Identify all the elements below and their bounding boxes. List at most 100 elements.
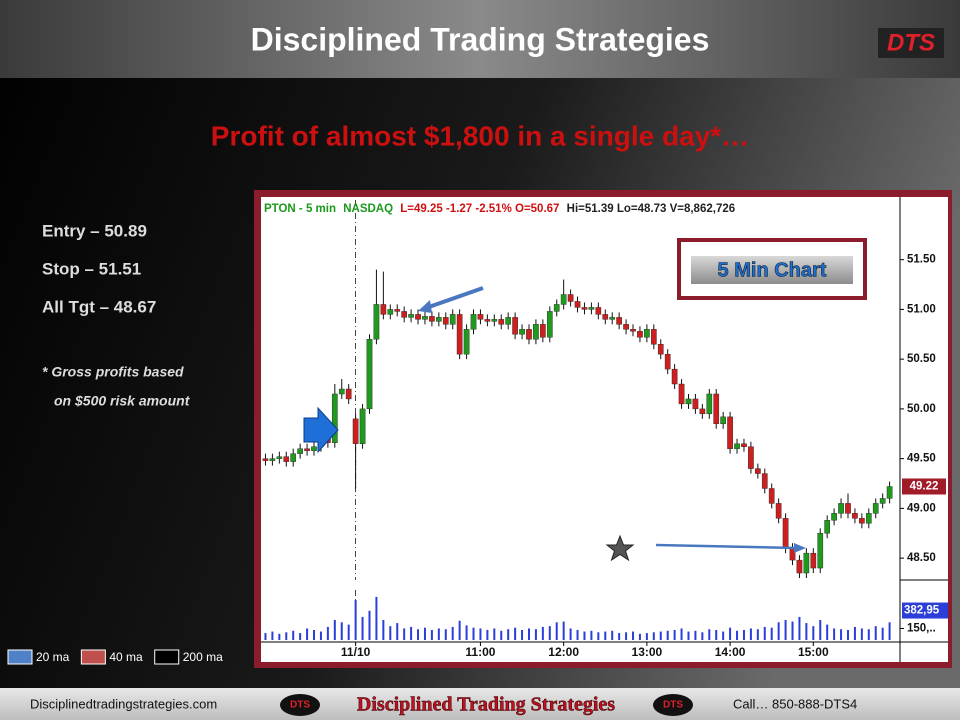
star [605, 534, 635, 562]
candle-body [477, 314, 484, 320]
volume-bar [812, 626, 815, 640]
candle-body [505, 317, 512, 325]
volume-bar [437, 628, 440, 640]
volume-bar [472, 627, 475, 640]
candle-body [845, 503, 851, 514]
volume-bar [625, 632, 628, 640]
volume-bar [548, 626, 551, 640]
volume-bar [860, 628, 863, 640]
chart-label-text: 5 Min Chart [718, 259, 827, 281]
volume-bar [694, 630, 697, 640]
volume-bar [354, 600, 357, 640]
volume-bar [527, 628, 530, 640]
last-volume-tag [902, 602, 948, 619]
candle-body [456, 314, 463, 355]
volume-bar [271, 631, 274, 640]
footer-logo-text: DTS [290, 700, 310, 711]
footer-band [0, 688, 960, 720]
volume-bar [736, 630, 739, 640]
volume-bar [666, 630, 669, 640]
candle-body [366, 339, 373, 410]
candle-body [678, 383, 685, 405]
x-tick-label: 11/10 [341, 645, 371, 659]
candle-body [879, 498, 886, 504]
volume-bar [285, 632, 288, 640]
candle-body [470, 314, 477, 330]
volume-bar [722, 631, 725, 640]
last-volume-label: 382,95 [904, 605, 940, 617]
candle-body [748, 446, 754, 469]
volume-bar [313, 630, 316, 640]
volume-bar [833, 628, 836, 640]
candle-body [297, 448, 303, 454]
volume-bar [853, 626, 856, 640]
y-tick-label: 49.00 [907, 502, 936, 514]
candle-body [796, 559, 803, 574]
volume-bar [729, 627, 732, 640]
candle-body [734, 443, 740, 449]
candle-body [630, 329, 636, 332]
candle-body [623, 324, 629, 330]
volume-bar [534, 629, 537, 640]
volume-bar [479, 628, 482, 640]
stop-arrow-head [418, 300, 432, 313]
volume-bar [597, 632, 600, 640]
volume-bar [701, 632, 704, 640]
stop-arrow [425, 286, 484, 310]
volume-bar [403, 628, 406, 640]
volume-bar [805, 623, 808, 640]
candle-body [560, 294, 567, 305]
candle-body [782, 518, 789, 549]
footer-website: Disciplinedtradingstrategies.com [30, 696, 217, 711]
candle-body [422, 316, 428, 320]
candle-body [664, 353, 671, 370]
volume-tick-label: 150,.. [907, 622, 936, 634]
candle-body [484, 319, 491, 322]
candle-body [387, 309, 394, 315]
candle-body [262, 458, 269, 461]
candle-body [526, 329, 532, 340]
volume-bar [590, 630, 593, 640]
candle-body [616, 317, 622, 325]
volume-bar [846, 630, 849, 640]
target-arrow-head [794, 543, 806, 553]
volume-bar [867, 629, 870, 640]
volume-bar [756, 629, 759, 640]
volume-bar [583, 631, 586, 640]
candle-body [408, 314, 414, 318]
legend-label: 20 ma [36, 650, 70, 664]
candle-body [803, 552, 810, 574]
candle-body [283, 456, 290, 462]
legend-swatch [154, 649, 180, 665]
candle-body [553, 304, 560, 312]
volume-bar [507, 629, 510, 640]
candle-body [311, 446, 317, 451]
candle-body [546, 311, 553, 338]
volume-bar [493, 628, 496, 640]
candle-body [637, 331, 643, 338]
y-tick-label: 48.50 [907, 552, 936, 564]
volume-bar [826, 624, 829, 640]
candle-body [394, 309, 401, 312]
footer-logo-text: DTS [663, 700, 683, 711]
volume-bar [798, 616, 801, 640]
y-tick-label: 51.50 [907, 254, 936, 266]
candle-body [657, 344, 664, 355]
candle-body [345, 388, 352, 400]
volume-bar [500, 630, 503, 640]
candle-body [886, 486, 893, 499]
candle-body [449, 314, 456, 325]
last-price-tag [902, 478, 946, 495]
candle-body [436, 317, 442, 322]
candle-body [865, 513, 872, 524]
volume-bar [888, 622, 891, 640]
volume-bar [562, 621, 565, 640]
volume-bar [361, 616, 364, 640]
candle-body [401, 311, 407, 318]
candle-body [768, 488, 775, 504]
candle-body [338, 388, 345, 395]
volume-bar [569, 628, 572, 640]
x-tick-label: 12:00 [548, 645, 579, 659]
